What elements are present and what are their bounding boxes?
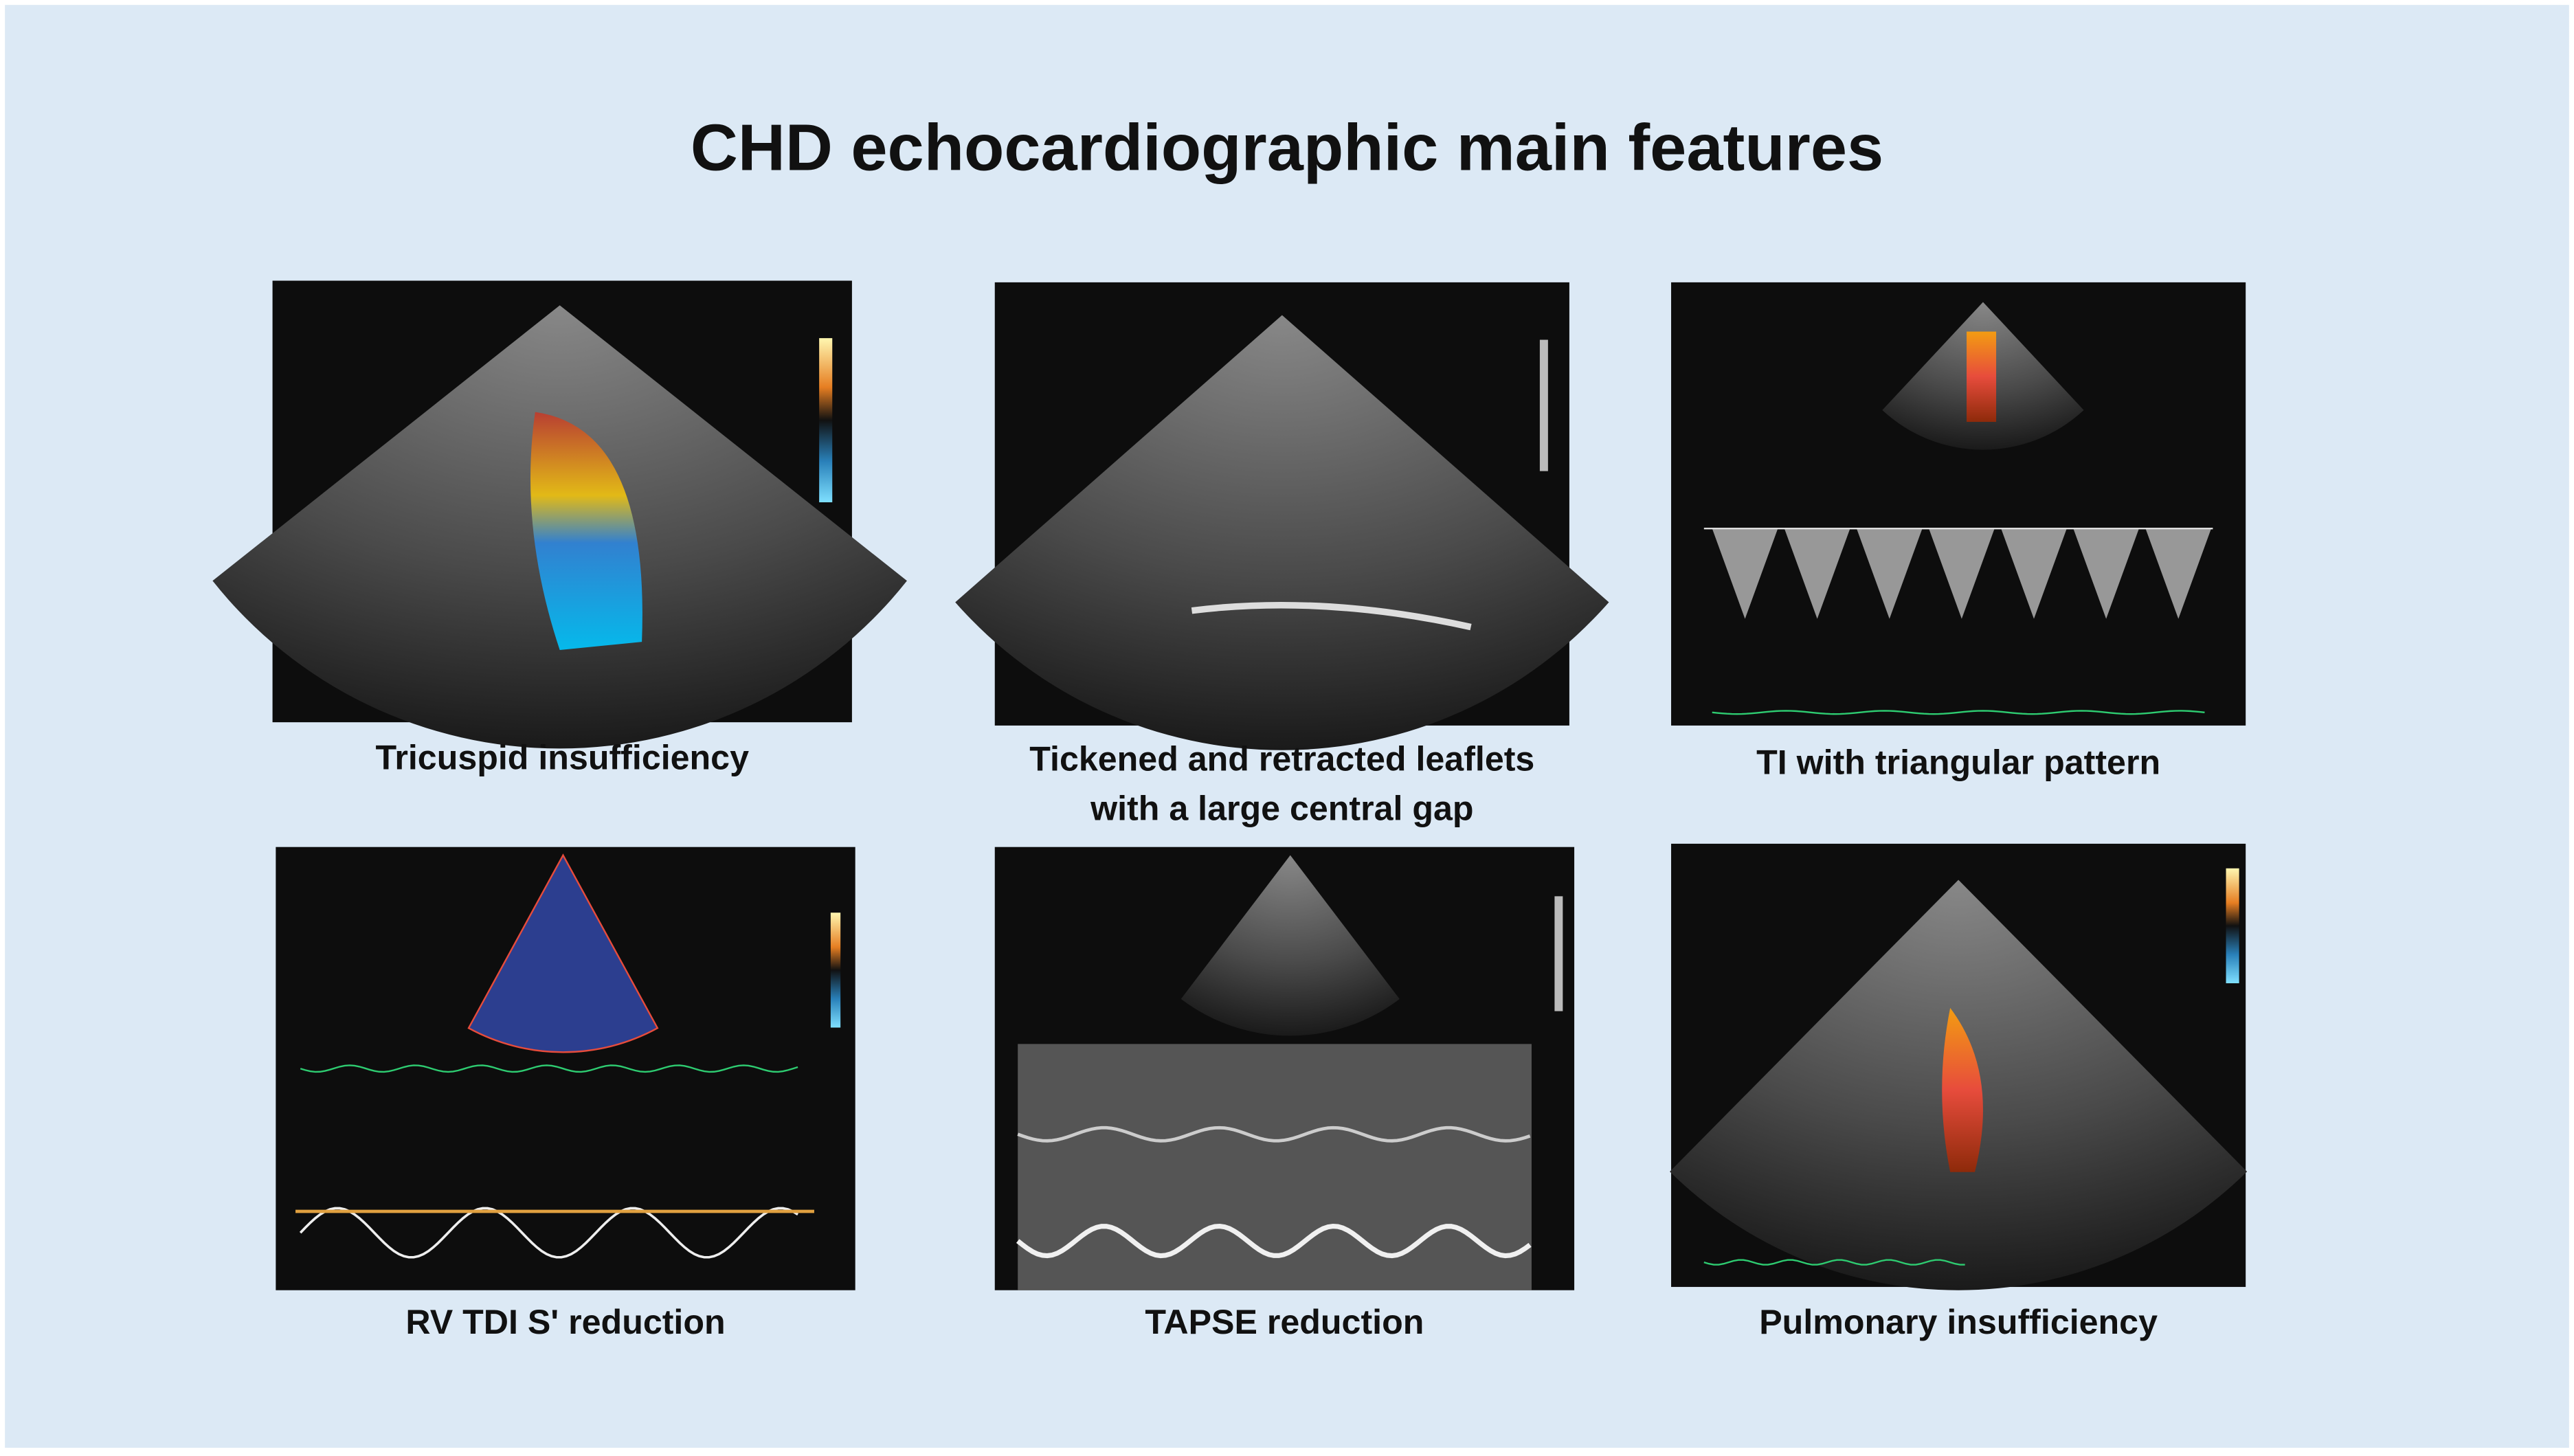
trace: [1712, 710, 2205, 715]
doppler-envelope: [1784, 528, 1850, 619]
trace: [299, 1207, 799, 1259]
trace: [1017, 1125, 1531, 1143]
m-mode: [1018, 1044, 1532, 1290]
caption: Tickened and retracted leaflets: [1029, 740, 1534, 779]
doppler-envelope: [1856, 528, 1923, 619]
scan-sector: [467, 853, 659, 1053]
panel: Tickened and retracted leaflets with a la…: [955, 282, 1609, 827]
panel: Pulmonary insufficiency: [1670, 843, 2248, 1341]
panels: Tricuspid insufficiency Tickened and retr…: [212, 280, 2248, 1341]
color-scale: [2226, 868, 2239, 983]
caption: TI with triangular pattern: [1756, 743, 2160, 782]
slide-title: CHD echocardiographic main features: [691, 111, 1883, 184]
caption: with a large central gap: [1090, 789, 1473, 827]
doppler-envelope: [1929, 528, 1995, 619]
gray-scale: [1539, 339, 1548, 471]
gray-scale: [1554, 896, 1563, 1011]
trace: [1016, 1223, 1532, 1259]
color-scale: [830, 912, 841, 1028]
color-jet: [1967, 331, 1997, 422]
caption: Pulmonary insufficiency: [1759, 1303, 2158, 1341]
doppler-envelope: [2145, 528, 2212, 619]
scan-sector: [1180, 855, 1400, 1036]
panel: TI with triangular pattern: [1671, 282, 2246, 782]
leaflet: [1191, 601, 1472, 631]
scan-sector: [955, 315, 1609, 750]
color-jet: [530, 412, 642, 651]
caption: TAPSE reduction: [1145, 1303, 1424, 1341]
color-scale: [819, 338, 833, 503]
color-jet: [1942, 1007, 1983, 1172]
caption: Tricuspid insufficiency: [375, 738, 749, 776]
trace: [1703, 1259, 1965, 1266]
doppler-envelope: [2001, 528, 2067, 619]
doppler-envelope: [1712, 528, 1778, 619]
doppler-envelope: [2073, 528, 2139, 619]
caption: RV TDI S' reduction: [405, 1303, 725, 1341]
panel: TAPSE reduction: [994, 847, 1575, 1341]
trace: [300, 1064, 798, 1073]
panel: Tricuspid insufficiency: [212, 280, 907, 776]
panel: RV TDI S' reduction: [276, 847, 855, 1341]
